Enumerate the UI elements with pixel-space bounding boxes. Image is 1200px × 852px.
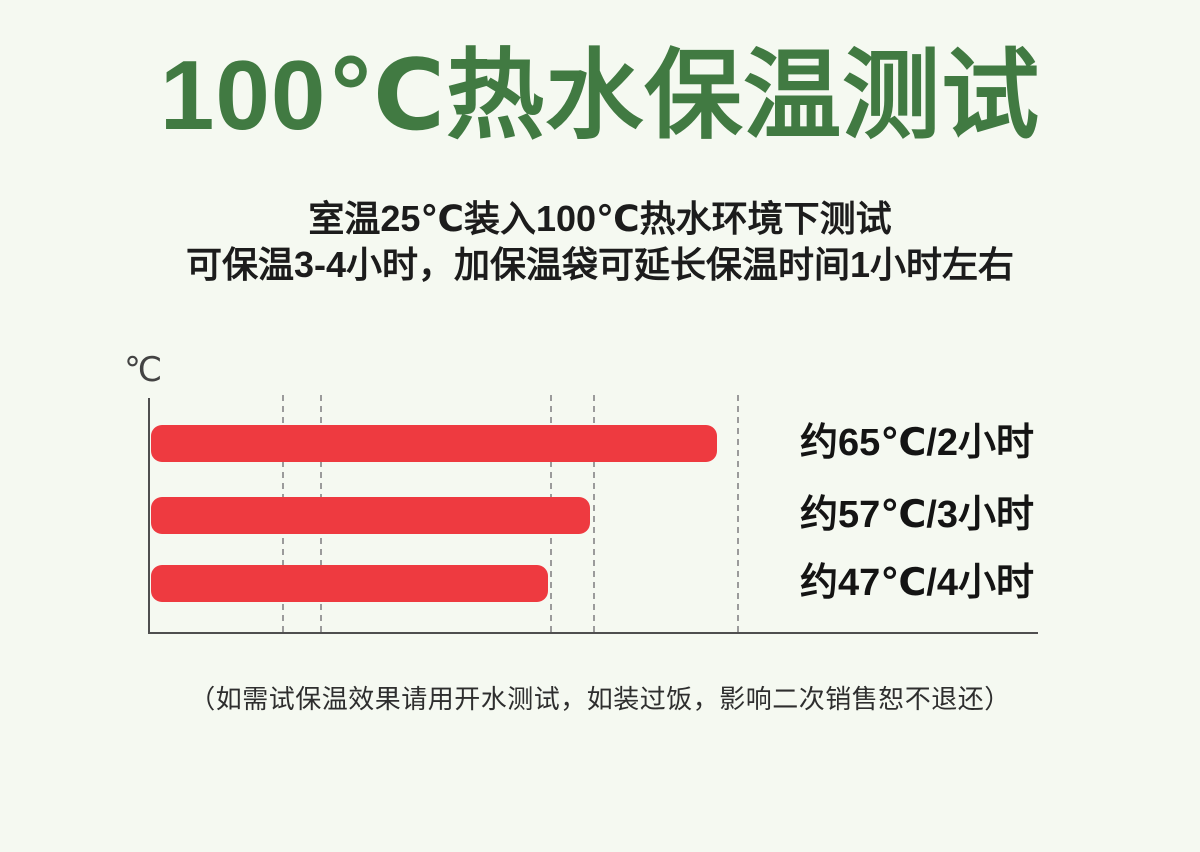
- x-axis-line: [148, 632, 1038, 634]
- vertical-gridline: [593, 395, 595, 632]
- chart-bar: [151, 497, 590, 534]
- subtitle-line-1: 室温25℃装入100℃热水环境下测试: [308, 198, 892, 239]
- subtitle: 室温25℃装入100℃热水环境下测试 可保温3-4小时，加保温袋可延长保温时间1…: [0, 196, 1200, 288]
- bar-value-label: 约65℃/2小时: [800, 422, 1034, 464]
- chart-bar: [151, 565, 548, 602]
- subtitle-line-2: 可保温3-4小时，加保温袋可延长保温时间1小时左右: [185, 244, 1015, 285]
- vertical-gridline: [737, 395, 739, 632]
- y-axis-line: [148, 398, 150, 634]
- chart-bar: [151, 425, 717, 462]
- bar-value-label: 约57℃/3小时: [800, 494, 1034, 536]
- y-axis-unit-label: ℃: [124, 351, 163, 389]
- footer-note: （如需试保温效果请用开水测试，如装过饭，影响二次销售恕不退还）: [189, 684, 1011, 714]
- page-title: 100℃热水保温测试: [159, 40, 1041, 150]
- bar-value-label: 约47℃/4小时: [800, 562, 1034, 604]
